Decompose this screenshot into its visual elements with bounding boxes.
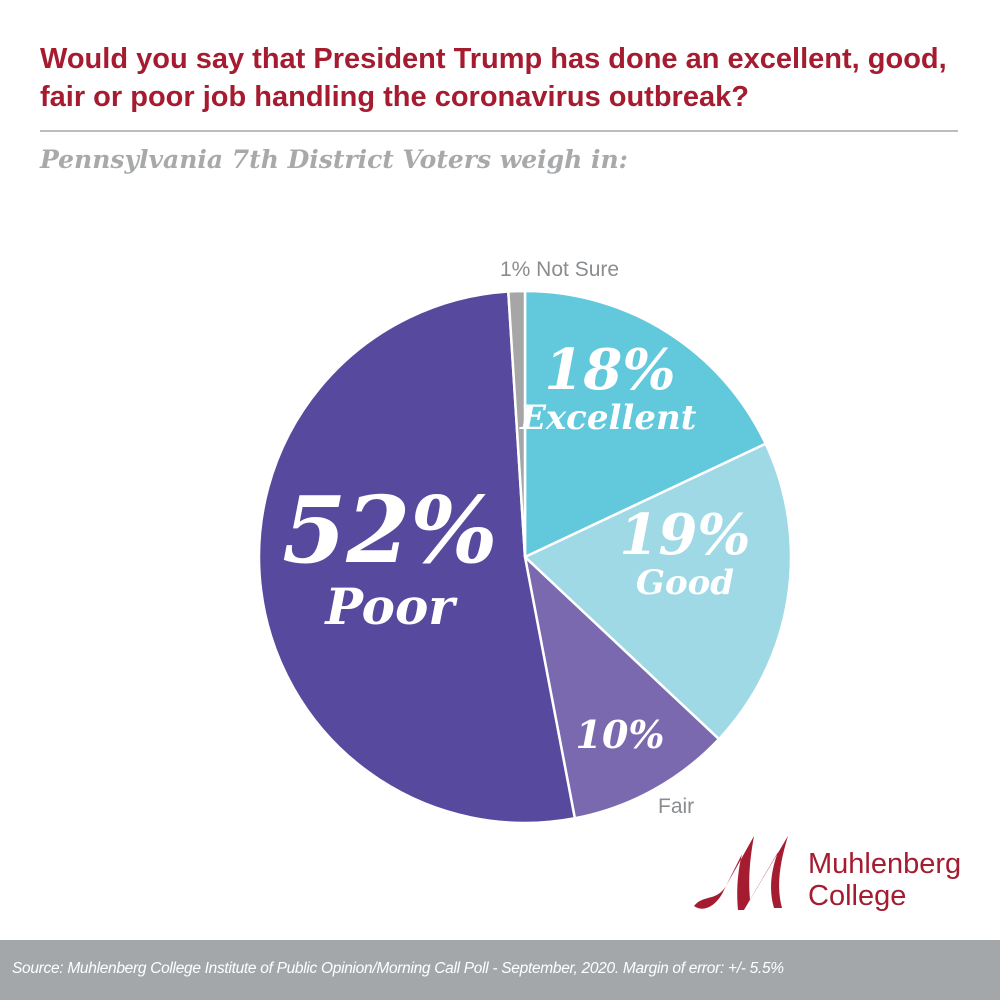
pie-slice-good: [522, 442, 793, 741]
logo-line-1: Muhlenberg: [808, 848, 962, 880]
not-sure-label: 1% Not Sure: [500, 258, 620, 281]
muhlenberg-m-logo: [694, 836, 788, 910]
logo-text: Muhlenberg College: [808, 848, 961, 912]
excellent-name: Excellent: [520, 398, 697, 438]
logo-line-2: College: [808, 880, 907, 912]
chart-title: Would you say that President Trump has d…: [40, 43, 947, 113]
divider: [40, 130, 958, 132]
pie-slice-poor: [257, 290, 577, 825]
good-value: 19%: [619, 502, 751, 568]
footer-bar: Source: Muhlenberg College Institute of …: [0, 940, 1000, 1000]
excellent-value: 18%: [544, 337, 676, 403]
poor-label: 52% Poor: [280, 480, 500, 634]
source-note: Source: Muhlenberg College Institute of …: [12, 960, 784, 977]
good-label: 19% Good: [615, 505, 755, 601]
pie-slice-fair: [523, 553, 721, 820]
good-name: Good: [635, 563, 735, 603]
pie-slice-not-sure: [506, 289, 527, 558]
poor-value: 52%: [282, 476, 498, 584]
poor-name: Poor: [325, 577, 455, 636]
fair-value: 10%: [575, 712, 665, 757]
fair-name: Fair: [658, 795, 695, 818]
chart-subtitle: Pennsylvania 7th District Voters weigh i…: [40, 145, 628, 174]
pie-slice-excellent: [523, 289, 768, 559]
excellent-label: 18% Excellent: [520, 337, 696, 436]
